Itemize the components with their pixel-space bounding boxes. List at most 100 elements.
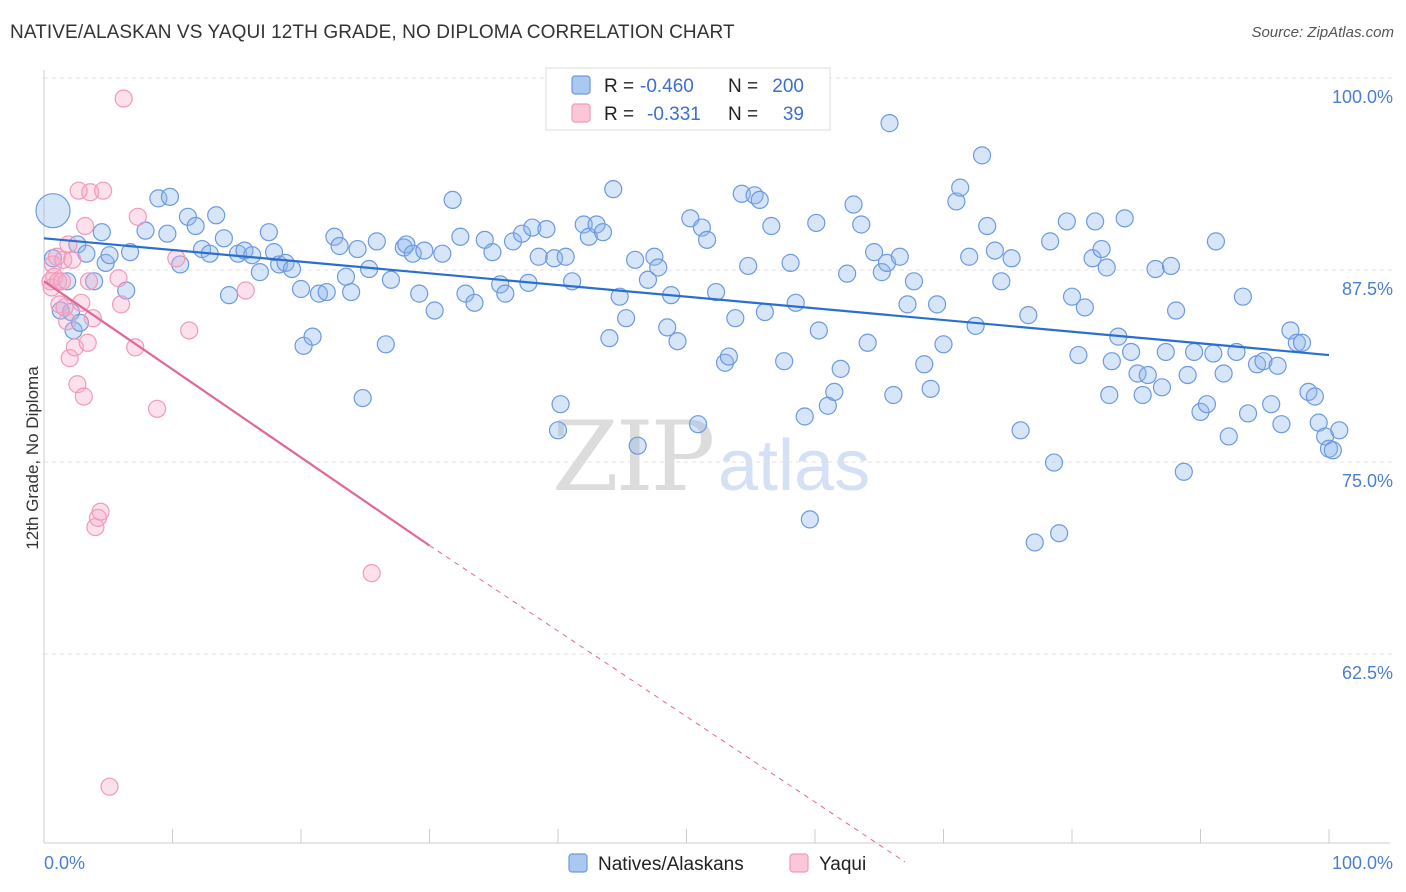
natives-point — [348, 239, 367, 259]
natives-point — [381, 270, 401, 289]
natives-point — [433, 244, 452, 263]
natives-point — [1197, 395, 1217, 414]
natives-point — [1122, 342, 1141, 362]
natives-point — [992, 272, 1011, 291]
natives-point — [739, 256, 758, 276]
natives-point — [915, 355, 934, 374]
natives-point — [781, 253, 800, 272]
legend-r-label-natives: R = — [604, 76, 634, 97]
natives-point — [403, 244, 422, 263]
natives-point — [149, 189, 168, 208]
natives-point — [537, 219, 556, 239]
natives-point — [880, 114, 899, 133]
natives-point — [243, 246, 262, 265]
watermark-atlas: atlas — [718, 426, 870, 506]
yaqui-trend-line — [43, 280, 431, 547]
natives-point — [309, 284, 329, 303]
natives-point — [1323, 441, 1342, 460]
yaqui-point — [58, 312, 77, 331]
yaqui-point — [60, 349, 79, 368]
natives-point — [291, 279, 311, 299]
natives-point — [1305, 387, 1324, 406]
natives-point — [600, 329, 619, 348]
natives-point — [809, 321, 828, 340]
yaqui-point — [94, 181, 113, 200]
natives-point — [825, 382, 844, 402]
yaqui-point — [78, 333, 97, 352]
natives-point — [960, 247, 979, 266]
natives-point — [214, 229, 233, 248]
natives-point — [800, 510, 819, 529]
yaqui-point — [79, 272, 99, 291]
yaqui-point — [126, 338, 145, 357]
natives-point — [303, 327, 322, 346]
natives-point — [890, 247, 909, 266]
natives-point — [807, 213, 826, 233]
natives-point — [645, 247, 664, 266]
legend-r-value-yaqui: -0.331 — [647, 104, 701, 125]
natives-point — [750, 190, 769, 210]
natives-point — [1146, 259, 1165, 279]
natives-point — [1002, 249, 1021, 268]
natives-point — [831, 359, 850, 378]
natives-point — [604, 180, 623, 199]
y-tick-label: 62.5% — [1342, 663, 1393, 683]
natives-point — [1184, 342, 1204, 362]
natives-point — [1166, 301, 1186, 320]
x-ticks — [43, 829, 1330, 843]
natives-point — [755, 302, 774, 322]
yaqui-point — [55, 298, 74, 317]
natives-point — [443, 190, 462, 210]
legend-n-value-yaqui: 39 — [783, 104, 804, 125]
natives-point — [884, 385, 903, 405]
natives-point — [353, 388, 372, 408]
natives-point — [1268, 356, 1287, 375]
natives-point — [904, 272, 924, 291]
natives-point — [762, 216, 781, 236]
yaqui-point — [236, 281, 255, 300]
natives-point — [394, 238, 413, 257]
natives-point — [658, 318, 677, 337]
natives-point — [865, 243, 884, 262]
natives-point — [927, 295, 947, 314]
natives-point — [317, 282, 336, 302]
natives-point — [259, 223, 278, 242]
natives-point — [397, 235, 416, 254]
natives-point — [1115, 209, 1134, 228]
natives-point — [1299, 382, 1318, 402]
legend-n-label-natives: N = — [728, 76, 758, 97]
natives-point — [1019, 306, 1038, 325]
natives-point — [330, 236, 349, 256]
y-axis-label: 12th Grade, No Diploma — [23, 366, 42, 550]
natives-point — [1102, 352, 1121, 371]
yaqui-point — [114, 89, 133, 108]
natives-point — [35, 193, 71, 229]
y-tick-label: 75.0% — [1342, 471, 1393, 491]
natives-point — [219, 286, 239, 305]
natives-point — [1292, 333, 1312, 352]
natives-point — [719, 347, 739, 366]
series-legend: Natives/Alaskans Yaqui — [568, 853, 866, 875]
natives-point — [1233, 287, 1253, 306]
natives-point — [1025, 533, 1044, 552]
natives-point — [336, 267, 356, 286]
yaqui-point — [147, 399, 167, 418]
natives-point — [947, 192, 966, 211]
natives-point — [92, 223, 111, 242]
yaqui-point — [362, 564, 381, 583]
yaqui-point — [109, 269, 128, 288]
natives-point — [1204, 344, 1223, 363]
natives-point — [617, 309, 636, 328]
bottom-legend-swatch-natives — [568, 853, 588, 873]
legend-r-value-natives: -0.460 — [640, 76, 694, 97]
natives-point — [1214, 364, 1233, 383]
natives-point — [512, 224, 532, 243]
watermark-zip: ZIP — [552, 401, 713, 513]
natives-point — [529, 247, 548, 266]
natives-point — [1097, 258, 1116, 277]
natives-point — [342, 282, 361, 302]
natives-point — [1262, 395, 1281, 414]
natives-point — [1330, 421, 1349, 440]
yaqui-point — [180, 321, 199, 340]
